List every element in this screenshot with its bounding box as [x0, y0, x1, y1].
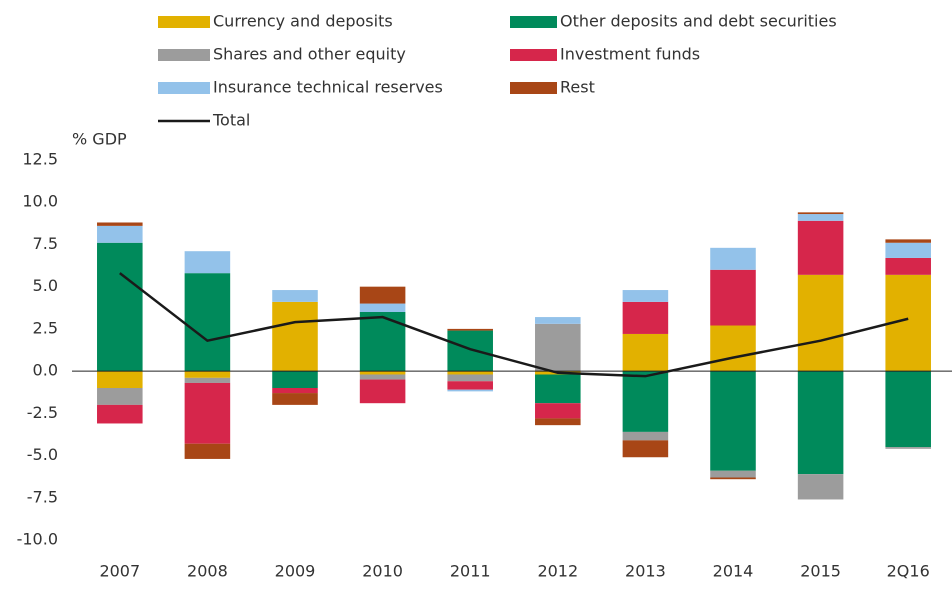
bar-segment	[535, 418, 581, 426]
x-tick-label: 2008	[187, 562, 228, 581]
legend-label: Currency and deposits	[213, 12, 393, 31]
bar-segment	[797, 214, 844, 221]
y-tick-label: -2.5	[27, 403, 58, 422]
y-tick-label: 7.5	[33, 234, 58, 253]
bar-segment	[710, 470, 756, 478]
bar-segment	[184, 273, 231, 372]
bar-segment	[272, 393, 318, 405]
bar-segment	[272, 290, 318, 302]
bar-segment	[797, 371, 844, 475]
bar-segment	[97, 388, 143, 405]
bar-segment	[272, 371, 318, 388]
bar-segment	[710, 477, 756, 480]
x-tick-label: 2013	[625, 562, 666, 581]
bar-segment	[184, 371, 231, 378]
bar-segment	[797, 212, 844, 215]
legend-label: Insurance technical reserves	[213, 78, 443, 97]
bar-segment	[885, 239, 931, 243]
bar-segment	[710, 371, 756, 471]
bar-segment	[184, 251, 231, 274]
bar-segment	[885, 257, 931, 275]
y-tick-label: -5.0	[27, 445, 58, 464]
x-tick-label: 2007	[99, 562, 140, 581]
x-tick-label: 2010	[362, 562, 403, 581]
bar-segment	[447, 330, 493, 372]
legend-swatch	[158, 49, 210, 61]
bar-segment	[622, 371, 669, 432]
legend-label: Total	[212, 111, 250, 130]
legend-label: Investment funds	[560, 45, 700, 64]
x-tick-label: 2014	[713, 562, 754, 581]
bar-segment	[797, 220, 844, 275]
x-tick-label: 2012	[537, 562, 578, 581]
bar-segment	[97, 222, 143, 226]
y-tick-label: 10.0	[22, 192, 58, 211]
bar-segment	[447, 328, 493, 331]
x-tick-label: 2015	[800, 562, 841, 581]
y-tick-label: -7.5	[27, 487, 58, 506]
bar-segment	[359, 371, 406, 375]
bar-segment	[272, 388, 318, 394]
bar-segment	[622, 301, 669, 334]
bar-segment	[359, 303, 406, 312]
bar-segment	[710, 269, 756, 326]
bar-segment	[447, 381, 493, 390]
bar-segment	[272, 301, 318, 372]
bar-segment	[535, 403, 581, 419]
x-tick-label: 2011	[450, 562, 491, 581]
bar-segment	[797, 474, 844, 500]
bar-segment	[535, 323, 581, 372]
legend-label: Other deposits and debt securities	[560, 12, 837, 31]
bar-segment	[359, 286, 406, 304]
legend-swatch	[510, 49, 557, 61]
bar-segment	[710, 247, 756, 270]
bar-segment	[622, 431, 669, 441]
bar-segment	[359, 379, 406, 404]
bar-segment	[447, 374, 493, 382]
legend-label: Rest	[560, 78, 595, 97]
bar-segment	[710, 325, 756, 372]
y-tick-label: 0.0	[33, 361, 58, 380]
y-tick-label: 2.5	[33, 318, 58, 337]
bar-segment	[97, 371, 143, 388]
bar-segment	[535, 374, 581, 404]
bar-segment	[622, 440, 669, 458]
x-tick-label: 2009	[275, 562, 316, 581]
y-axis-label: % GDP	[72, 130, 127, 149]
y-tick-label: 12.5	[22, 150, 58, 169]
bar-segment	[359, 312, 406, 372]
y-tick-label: 5.0	[33, 276, 58, 295]
legend-label: Shares and other equity	[213, 45, 406, 64]
bar-segment	[885, 371, 931, 448]
x-tick-label: 2Q16	[887, 562, 930, 581]
bar-segment	[184, 377, 231, 383]
legend-swatch	[510, 82, 557, 94]
bar-segment	[184, 382, 231, 444]
bar-segment	[97, 225, 143, 243]
legend-swatch	[510, 16, 557, 28]
bar-segment	[447, 371, 493, 375]
bar-segment	[535, 317, 581, 324]
bar-segment	[622, 290, 669, 302]
bar-segment	[885, 447, 931, 449]
bar-segment	[97, 242, 143, 372]
bar-segment	[97, 404, 143, 424]
bar-segment	[184, 443, 231, 459]
bar-segment	[447, 389, 493, 392]
legend-swatch	[158, 82, 210, 94]
bar-segment	[359, 374, 406, 380]
y-tick-label: -10.0	[17, 530, 58, 549]
bar-segment	[797, 274, 844, 372]
legend-swatch	[158, 16, 210, 28]
bar-segment	[622, 333, 669, 372]
total-line	[119, 272, 909, 378]
bar-segment	[885, 242, 931, 258]
